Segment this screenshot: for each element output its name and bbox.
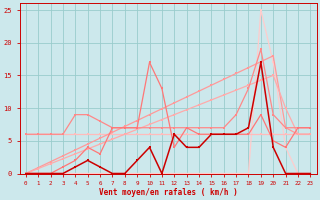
X-axis label: Vent moyen/en rafales ( km/h ): Vent moyen/en rafales ( km/h ) bbox=[99, 188, 237, 197]
